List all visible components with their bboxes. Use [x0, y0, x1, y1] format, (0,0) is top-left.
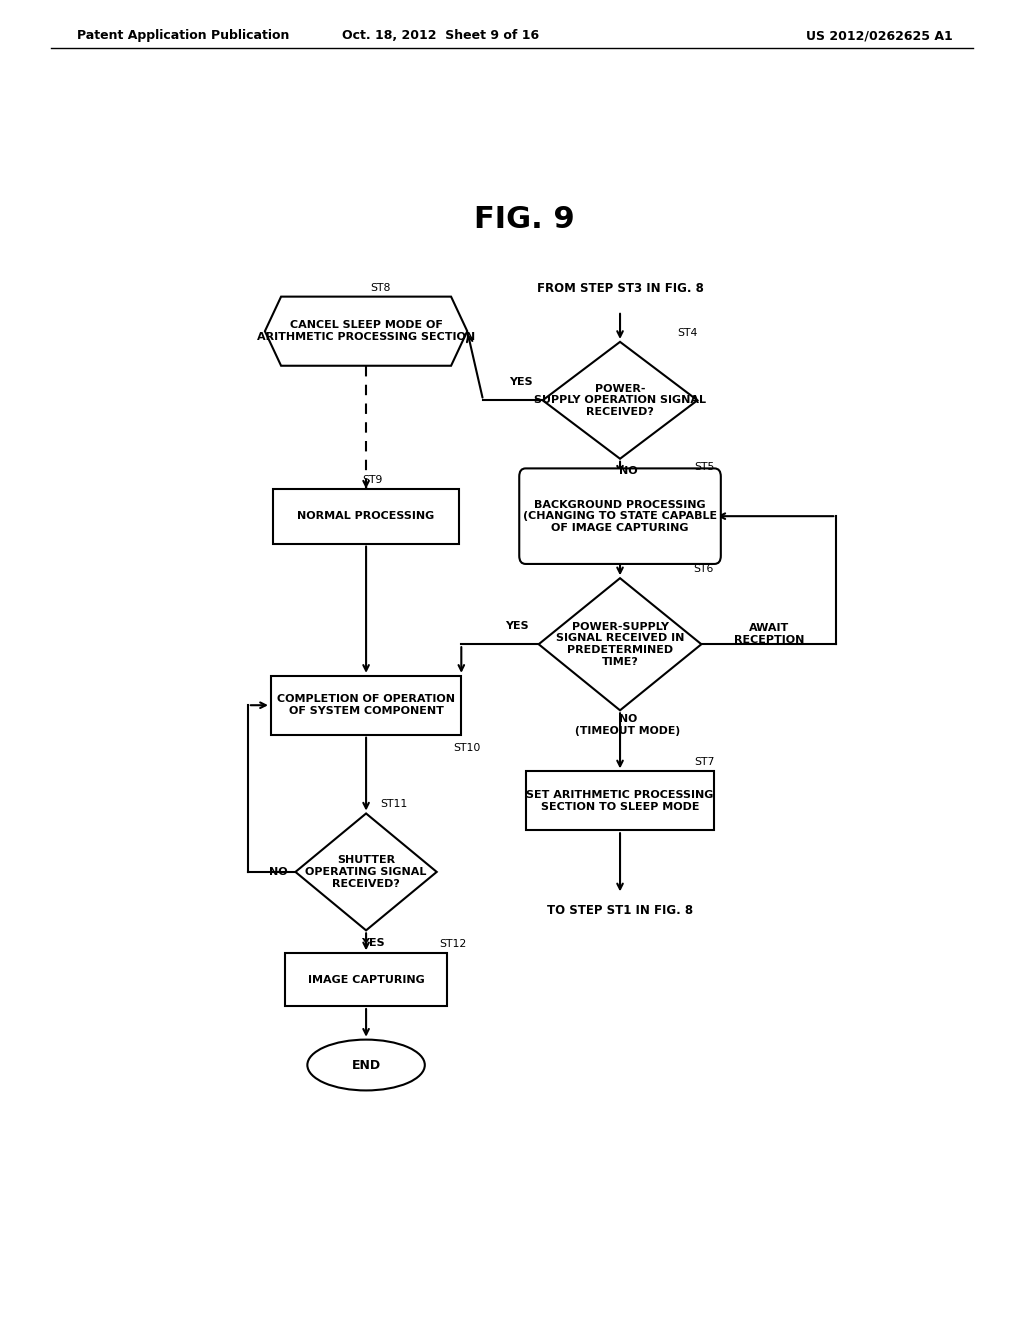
Text: IMAGE CAPTURING: IMAGE CAPTURING [307, 974, 425, 985]
Text: NORMAL PROCESSING: NORMAL PROCESSING [297, 511, 435, 521]
Text: ST7: ST7 [694, 758, 715, 767]
FancyBboxPatch shape [525, 771, 715, 830]
FancyBboxPatch shape [272, 488, 460, 544]
Text: NO: NO [618, 466, 637, 477]
Text: ST4: ST4 [678, 327, 698, 338]
Text: US 2012/0262625 A1: US 2012/0262625 A1 [806, 29, 952, 42]
Text: SHUTTER
OPERATING SIGNAL
RECEIVED?: SHUTTER OPERATING SIGNAL RECEIVED? [305, 855, 427, 888]
Text: AWAIT
RECEPTION: AWAIT RECEPTION [733, 623, 804, 645]
Text: YES: YES [510, 378, 534, 387]
FancyBboxPatch shape [285, 953, 447, 1006]
Text: POWER-
SUPPLY OPERATION SIGNAL
RECEIVED?: POWER- SUPPLY OPERATION SIGNAL RECEIVED? [535, 384, 706, 417]
Polygon shape [539, 578, 701, 710]
Text: NO
(TIMEOUT MODE): NO (TIMEOUT MODE) [575, 714, 681, 737]
Text: FIG. 9: FIG. 9 [474, 205, 575, 234]
FancyBboxPatch shape [519, 469, 721, 564]
Text: Oct. 18, 2012  Sheet 9 of 16: Oct. 18, 2012 Sheet 9 of 16 [342, 29, 539, 42]
Text: ST11: ST11 [380, 800, 408, 809]
Text: CANCEL SLEEP MODE OF
ARITHMETIC PROCESSING SECTION: CANCEL SLEEP MODE OF ARITHMETIC PROCESSI… [257, 321, 475, 342]
Text: FROM STEP ST3 IN FIG. 8: FROM STEP ST3 IN FIG. 8 [537, 282, 703, 294]
Text: ST8: ST8 [370, 282, 390, 293]
Text: ST10: ST10 [454, 743, 480, 752]
Text: YES: YES [506, 620, 529, 631]
Text: ST12: ST12 [439, 939, 467, 949]
Text: TO STEP ST1 IN FIG. 8: TO STEP ST1 IN FIG. 8 [547, 904, 693, 917]
Text: SET ARITHMETIC PROCESSING
SECTION TO SLEEP MODE: SET ARITHMETIC PROCESSING SECTION TO SLE… [526, 789, 714, 812]
Polygon shape [265, 297, 467, 366]
Text: Patent Application Publication: Patent Application Publication [77, 29, 289, 42]
Polygon shape [543, 342, 697, 459]
Text: COMPLETION OF OPERATION
OF SYSTEM COMPONENT: COMPLETION OF OPERATION OF SYSTEM COMPON… [278, 694, 455, 715]
Text: YES: YES [360, 937, 384, 948]
Text: ST9: ST9 [362, 475, 383, 484]
Text: ST6: ST6 [693, 564, 714, 574]
Text: END: END [351, 1059, 381, 1072]
Text: NO: NO [269, 867, 288, 876]
Text: POWER-SUPPLY
SIGNAL RECEIVED IN
PREDETERMINED
TIME?: POWER-SUPPLY SIGNAL RECEIVED IN PREDETER… [556, 622, 684, 667]
Polygon shape [296, 813, 436, 931]
Text: BACKGROUND PROCESSING
(CHANGING TO STATE CAPABLE
OF IMAGE CAPTURING: BACKGROUND PROCESSING (CHANGING TO STATE… [523, 499, 717, 533]
Text: ST5: ST5 [694, 462, 715, 473]
Ellipse shape [307, 1040, 425, 1090]
FancyBboxPatch shape [270, 676, 461, 735]
